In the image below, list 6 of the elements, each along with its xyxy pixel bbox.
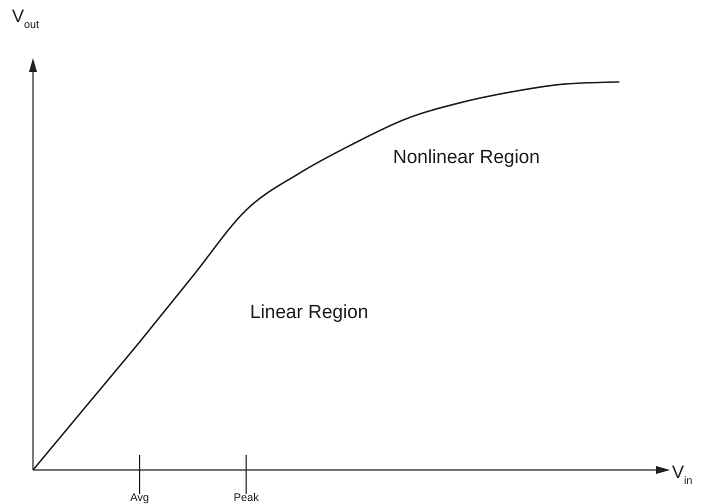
- annotation: Nonlinear Region: [393, 147, 540, 168]
- x-tick-label: Avg: [130, 492, 149, 504]
- annotation: Linear Region: [250, 302, 368, 323]
- y-axis-title: V$_{out}$: [12, 6, 40, 31]
- x-axis-title: V$_{in}$: [672, 462, 692, 487]
- x-tick-label: Peak: [234, 492, 260, 504]
